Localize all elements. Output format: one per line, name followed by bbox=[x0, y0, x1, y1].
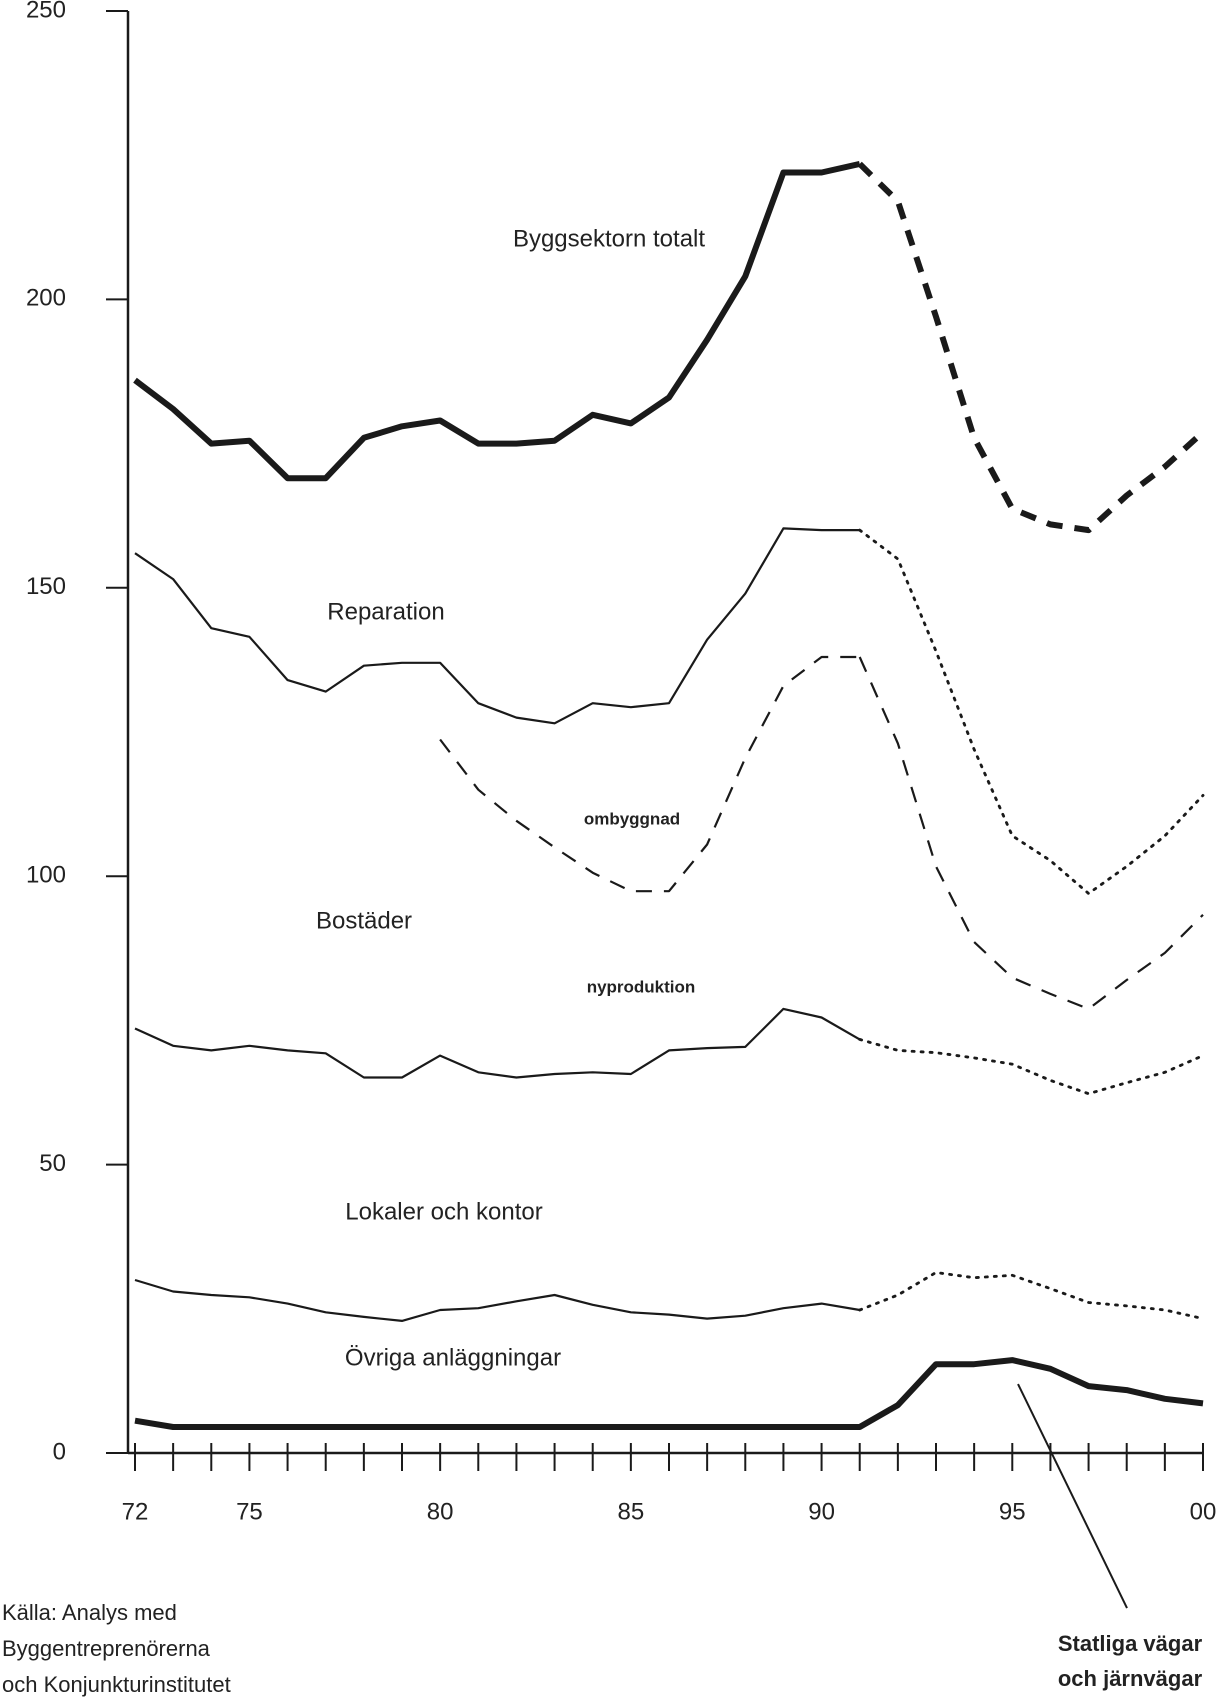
series-line bbox=[134, 1357, 1204, 1430]
series-label: nyproduktion bbox=[587, 977, 696, 996]
forecast-line bbox=[858, 528, 1205, 895]
source: och Konjunkturinstitutet bbox=[2, 1672, 231, 1697]
series-label: ombyggnad bbox=[584, 809, 680, 828]
series-line bbox=[134, 527, 860, 725]
annotation: Bostäder bbox=[316, 907, 412, 934]
x-tick-label: 85 bbox=[618, 1498, 645, 1525]
y-tick-label: 100 bbox=[26, 862, 66, 889]
series-line bbox=[133, 160, 861, 482]
annotation-pointer bbox=[1017, 1383, 1128, 1609]
series-line bbox=[134, 1278, 860, 1322]
series-line bbox=[134, 1007, 861, 1079]
forecast-line bbox=[857, 161, 1206, 534]
y-tick-label: 50 bbox=[39, 1150, 66, 1177]
annotation: Statliga vägar bbox=[1058, 1631, 1203, 1656]
series-label: Övriga anläggningar bbox=[345, 1344, 561, 1371]
series-line bbox=[439, 655, 860, 893]
y-tick-label: 250 bbox=[26, 0, 66, 23]
x-tick-label: 95 bbox=[999, 1498, 1026, 1525]
series-label: Lokaler och kontor bbox=[345, 1198, 542, 1225]
y-tick-label: 0 bbox=[53, 1438, 66, 1465]
forecast-line bbox=[858, 656, 1204, 1010]
x-tick-label: 80 bbox=[427, 1498, 454, 1525]
forecast-line bbox=[858, 1037, 1205, 1096]
source: Byggentreprenörerna bbox=[2, 1636, 211, 1661]
x-tick-label: 75 bbox=[236, 1498, 263, 1525]
source: Källa: Analys med bbox=[2, 1600, 177, 1625]
series-label: Byggsektorn totalt bbox=[513, 225, 705, 252]
y-tick-label: 150 bbox=[26, 573, 66, 600]
series-label: Reparation bbox=[327, 598, 444, 625]
annotation: och järnvägar bbox=[1058, 1666, 1203, 1691]
forecast-line bbox=[858, 1271, 1205, 1321]
y-tick-label: 200 bbox=[26, 285, 66, 312]
x-tick-label: 72 bbox=[122, 1498, 149, 1525]
x-tick-label: 00 bbox=[1190, 1498, 1217, 1525]
x-tick-label: 90 bbox=[808, 1498, 835, 1525]
